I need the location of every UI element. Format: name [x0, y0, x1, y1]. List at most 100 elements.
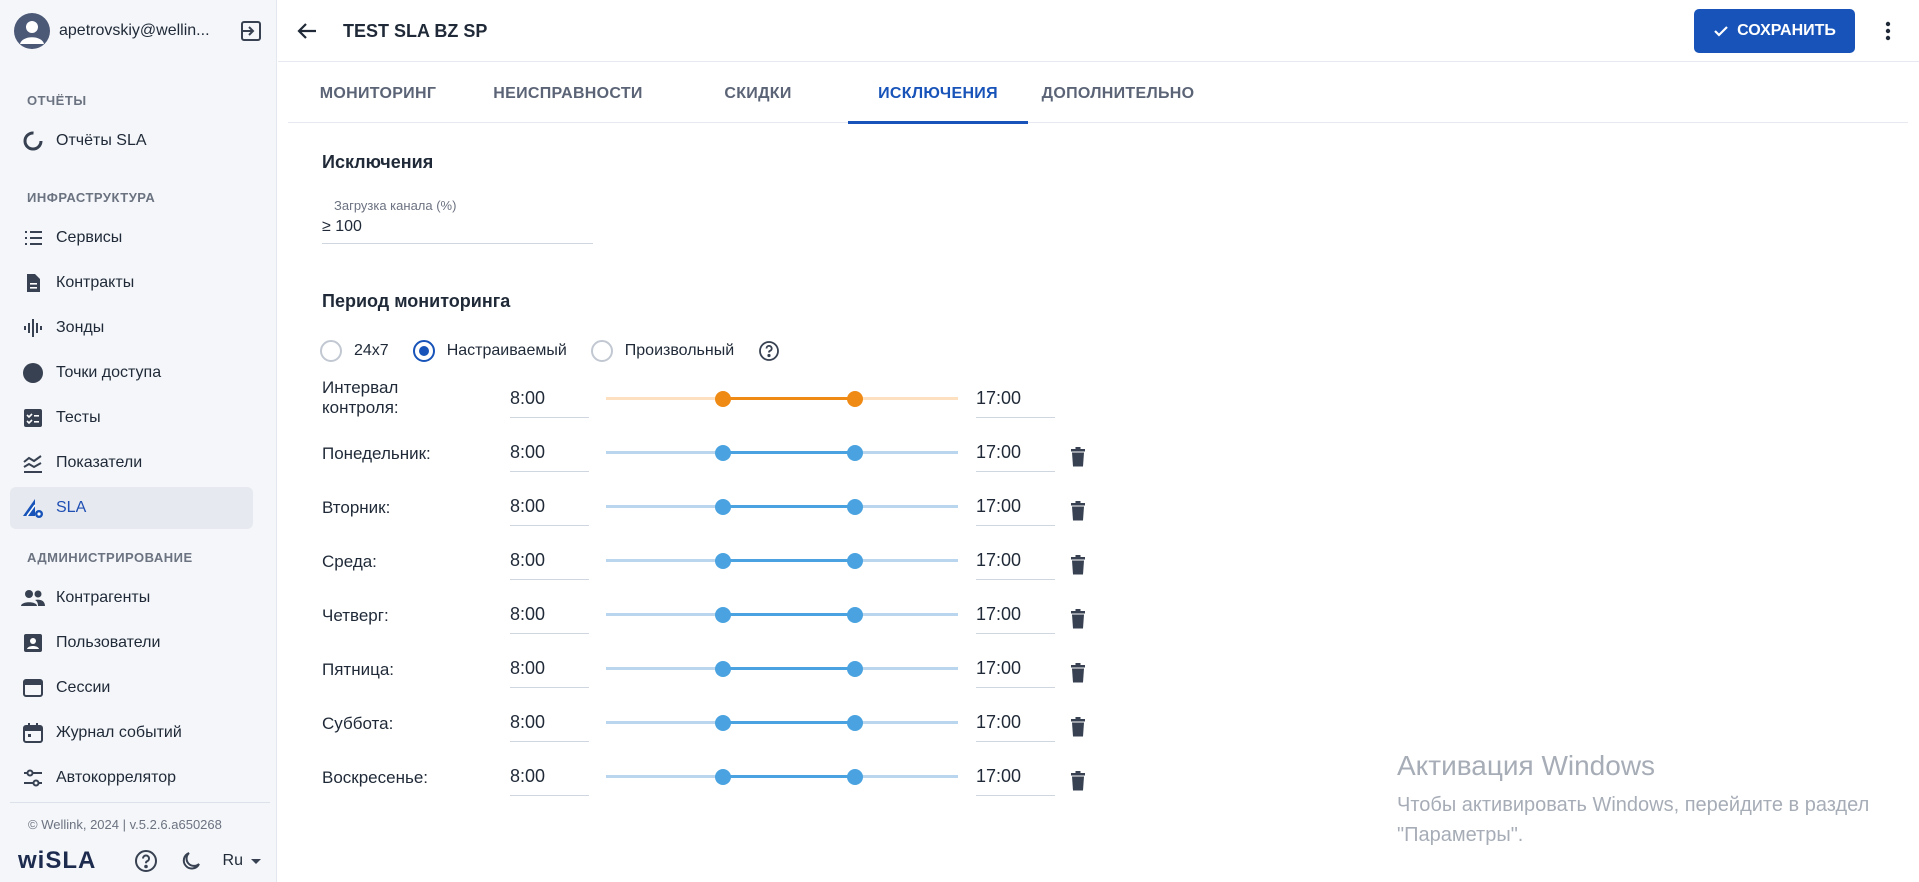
- radio-circle[interactable]: [412, 340, 435, 362]
- trash-icon[interactable]: [1066, 768, 1090, 794]
- slider-thumb-start[interactable]: [715, 715, 732, 731]
- trash-icon[interactable]: [1066, 498, 1090, 524]
- trash-icon[interactable]: [1066, 444, 1090, 470]
- language-value: Ru: [222, 852, 243, 869]
- save-button[interactable]: СОХРАНИТЬ: [1694, 9, 1855, 53]
- time-range-slider[interactable]: [606, 441, 958, 465]
- radio-circle[interactable]: [590, 340, 613, 362]
- chart-lines-icon: [20, 450, 46, 476]
- slider-thumb-start[interactable]: [715, 391, 732, 407]
- sidebar-item-probes[interactable]: Зонды: [10, 307, 253, 349]
- sidebar-item-sla[interactable]: SLA: [10, 487, 253, 529]
- slider-range: [723, 613, 856, 616]
- trash-icon[interactable]: [1066, 660, 1090, 686]
- avatar[interactable]: [14, 13, 50, 49]
- day-label: Воскресенье:: [322, 768, 429, 787]
- time-range-slider[interactable]: [606, 765, 958, 789]
- slider-thumb-start[interactable]: [715, 499, 732, 515]
- logout-icon[interactable]: [238, 18, 264, 44]
- day-schedule-row: Четверг: 8:00 17:00: [322, 592, 1102, 644]
- slider-thumb-end[interactable]: [847, 607, 864, 623]
- tab-discounts[interactable]: СКИДКИ: [724, 84, 792, 102]
- sidebar-item-access-points[interactable]: Точки доступа: [10, 352, 253, 394]
- channel-load-value[interactable]: ≥ 100: [322, 218, 362, 235]
- time-range-slider[interactable]: [606, 495, 958, 519]
- trash-icon[interactable]: [1066, 606, 1090, 632]
- more-vert-icon[interactable]: [1874, 17, 1902, 45]
- sidebar-item-sessions[interactable]: Сессии: [10, 667, 253, 709]
- time-from-input[interactable]: 8:00: [510, 598, 589, 634]
- time-from-input[interactable]: 8:00: [510, 760, 589, 796]
- time-range-slider[interactable]: [606, 711, 958, 735]
- sidebar-item-tests[interactable]: Тесты: [10, 397, 253, 439]
- slider-thumb-start[interactable]: [715, 607, 732, 623]
- slider-thumb-start[interactable]: [715, 769, 732, 785]
- tab-exceptions[interactable]: ИСКЛЮЧЕНИЯ: [848, 64, 1028, 124]
- time-from-input[interactable]: 8:00: [510, 436, 589, 472]
- slider-range: [723, 505, 856, 508]
- slider-thumb-end[interactable]: [847, 499, 864, 515]
- slider-thumb-start[interactable]: [715, 553, 732, 569]
- time-range-slider[interactable]: [606, 603, 958, 627]
- sidebar-item-sla-reports[interactable]: Отчёты SLA: [10, 120, 253, 162]
- slider-thumb-end[interactable]: [847, 445, 864, 461]
- day-schedule-row: Суббота: 8:00 17:00: [322, 700, 1102, 752]
- slider-range: [723, 775, 856, 778]
- period-heading: Период мониторинга: [322, 291, 511, 311]
- slider-thumb-end[interactable]: [847, 715, 864, 731]
- tab-monitoring[interactable]: МОНИТОРИНГ: [319, 84, 437, 102]
- sidebar-item-users[interactable]: Пользователи: [10, 622, 253, 664]
- user-row[interactable]: apetrovskiy@wellin...: [14, 12, 264, 50]
- time-to-input[interactable]: 17:00: [976, 598, 1055, 634]
- help-icon[interactable]: [132, 847, 159, 875]
- language-select[interactable]: Ru: [223, 852, 263, 870]
- trash-icon[interactable]: [1066, 552, 1090, 578]
- time-to-input[interactable]: 17:00: [976, 652, 1055, 688]
- slider-thumb-start[interactable]: [715, 661, 732, 677]
- day-label: Интервал контроля:: [322, 378, 399, 417]
- time-from-input[interactable]: 8:00: [510, 706, 589, 742]
- slider-thumb-start[interactable]: [715, 445, 732, 461]
- sidebar-item-metrics[interactable]: Показатели: [10, 442, 253, 484]
- time-to-input[interactable]: 17:00: [976, 760, 1055, 796]
- time-from-input[interactable]: 8:00: [510, 382, 589, 418]
- sidebar-item-label: Показатели: [56, 454, 143, 471]
- app-logo: wiSLA: [18, 847, 97, 874]
- time-from-input[interactable]: 8:00: [510, 490, 589, 526]
- sidebar-item-counterparties[interactable]: Контрагенты: [10, 577, 253, 619]
- trash-icon[interactable]: [1066, 714, 1090, 740]
- sidebar-item-label: Тесты: [56, 409, 101, 426]
- back-arrow-icon[interactable]: [293, 17, 321, 45]
- time-range-slider[interactable]: [606, 387, 958, 411]
- sidebar-item-contracts[interactable]: Контракты: [10, 262, 253, 304]
- slider-thumb-end[interactable]: [847, 553, 864, 569]
- time-range-slider[interactable]: [606, 549, 958, 573]
- time-to-input[interactable]: 17:00: [976, 490, 1055, 526]
- tab-faults[interactable]: НЕИСПРАВНОСТИ: [493, 84, 643, 102]
- slider-thumb-end[interactable]: [847, 391, 864, 407]
- time-from-input[interactable]: 8:00: [510, 652, 589, 688]
- tab-additional[interactable]: ДОПОЛНИТЕЛЬНО: [1041, 84, 1195, 102]
- slider-thumb-end[interactable]: [847, 661, 864, 677]
- time-to-input[interactable]: 17:00: [976, 382, 1055, 418]
- day-label: Вторник:: [322, 498, 391, 517]
- help-icon[interactable]: [758, 340, 780, 362]
- slider-thumb-end[interactable]: [847, 769, 864, 785]
- time-to-input[interactable]: 17:00: [976, 436, 1055, 472]
- channel-load-field[interactable]: Загрузка канала (%) ≥ 100: [322, 196, 593, 244]
- radio-arbitrary[interactable]: Произвольный: [590, 340, 734, 362]
- slider-range: [723, 559, 856, 562]
- sidebar-item-services[interactable]: Сервисы: [10, 217, 253, 259]
- radio-circle[interactable]: [320, 340, 342, 362]
- time-to-input[interactable]: 17:00: [976, 706, 1055, 742]
- sidebar-item-autocorrelator[interactable]: Автокоррелятор: [10, 757, 253, 799]
- time-to-input[interactable]: 17:00: [976, 544, 1055, 580]
- period-radio-group: 24x7 Настраиваемый Произвольный: [320, 338, 780, 364]
- time-from-input[interactable]: 8:00: [510, 544, 589, 580]
- sidebar-item-event-log[interactable]: Журнал событий: [10, 712, 253, 754]
- tabs: МОНИТОРИНГ НЕИСПРАВНОСТИ СКИДКИ ИСКЛЮЧЕН…: [288, 64, 1908, 124]
- radio-custom[interactable]: Настраиваемый: [412, 340, 567, 362]
- radio-24x7[interactable]: 24x7: [320, 340, 389, 362]
- time-range-slider[interactable]: [606, 657, 958, 681]
- moon-icon[interactable]: [177, 847, 204, 875]
